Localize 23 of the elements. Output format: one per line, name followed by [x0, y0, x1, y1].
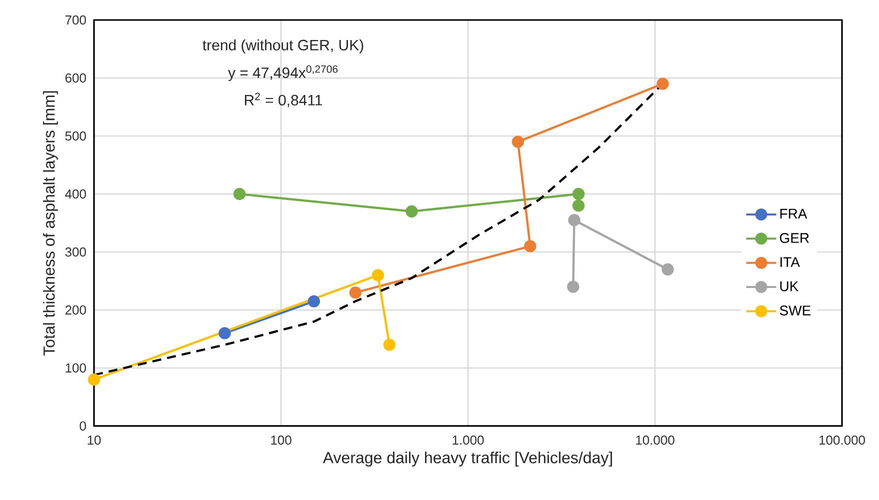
x-tick-label: 10: [88, 436, 101, 445]
x-axis-title: Average daily heavy traffic [Vehicles/day]: [322, 452, 612, 467]
legend-label: GER: [780, 233, 809, 243]
annotation: trend (without GER, UK): [202, 39, 364, 54]
y-tick-label: 100: [66, 363, 86, 373]
x-tick-label: 1.000: [452, 436, 484, 445]
legend-label: UK: [780, 281, 799, 292]
y-tick-label: 200: [65, 305, 86, 315]
x-tick-label: 10.000: [636, 436, 674, 445]
legend-label: ITA: [780, 257, 800, 267]
x-tick-label: 100.000: [819, 436, 865, 445]
legend-label: SWE: [780, 306, 811, 316]
y-tick-label: 400: [65, 189, 86, 199]
annotation: y = 47,494x$^{0,2706}$: [228, 65, 338, 82]
y-tick-label: 600: [65, 73, 86, 83]
legend-label: FRA: [780, 208, 808, 219]
y-tick-label: 300: [65, 247, 86, 257]
annotation: R$^{2}$ = 0,8411: [244, 92, 322, 108]
y-axis-title: Total thickness of asphalt layers [mm]: [43, 91, 58, 356]
y-tick-label: 500: [65, 131, 86, 141]
y-tick-label: 0: [80, 421, 86, 431]
y-tick-label: 700: [65, 15, 86, 25]
x-tick-label: 100: [271, 436, 292, 445]
